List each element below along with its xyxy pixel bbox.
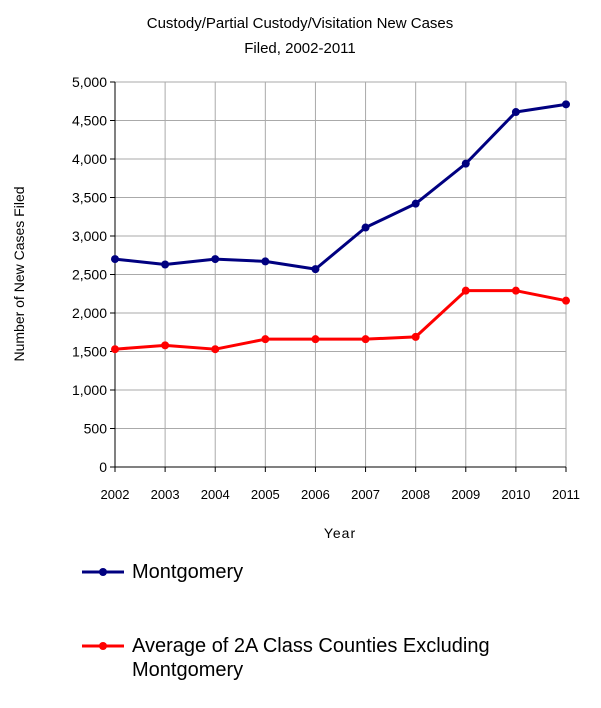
series-1-point xyxy=(311,335,320,344)
y-tick-label: 500 xyxy=(84,421,108,437)
y-axis-ticks: 0 500 1,000 1,500 2,000 2,500 3,000 3,500 4,000 4… xyxy=(72,74,115,475)
series-layer xyxy=(111,100,570,354)
series-0-point xyxy=(361,223,370,232)
x-tick-label: 2002 xyxy=(101,487,130,502)
series-1-point xyxy=(111,345,119,354)
legend-swatch-montgomery xyxy=(80,560,126,584)
y-tick-label: 5,000 xyxy=(72,74,107,90)
series-0-point xyxy=(211,255,220,264)
series-1-point xyxy=(261,335,270,344)
series-0-point xyxy=(461,159,470,168)
series-1-point xyxy=(461,286,470,295)
y-tick-label: 1,000 xyxy=(72,382,107,398)
series-1-point xyxy=(562,296,570,305)
x-tick-label: 2005 xyxy=(251,487,280,502)
series-line-1 xyxy=(114,289,567,351)
x-axis-title: Year xyxy=(324,525,356,541)
y-tick-label: 4,500 xyxy=(72,113,107,129)
series-0-point xyxy=(111,255,119,264)
series-0-point xyxy=(562,100,570,109)
y-tick-label: 0 xyxy=(99,459,107,475)
y-tick-label: 4,000 xyxy=(72,151,107,167)
x-tick-label: 2003 xyxy=(151,487,180,502)
chart-title-line-2: Filed, 2002-2011 xyxy=(244,40,355,57)
series-1-point xyxy=(361,335,370,344)
series-0-point xyxy=(311,265,320,274)
y-axis-title: Number of New Cases Filed xyxy=(11,186,27,361)
legend-label-montgomery: Montgomery xyxy=(132,561,244,583)
series-1-point xyxy=(511,286,520,295)
series-0-point xyxy=(511,108,520,117)
legend-item-montgomery: Montgomery xyxy=(80,560,590,584)
y-tick-label: 1,500 xyxy=(72,344,107,360)
series-1-point xyxy=(161,341,170,350)
legend-item-average: Average of 2A Class Counties Excluding M… xyxy=(80,634,590,682)
x-tick-label: 2004 xyxy=(201,487,230,502)
chart: Custody/Partial Custody/Visitation New C… xyxy=(11,15,580,541)
x-tick-label: 2009 xyxy=(451,487,480,502)
x-tick-label: 2008 xyxy=(401,487,430,502)
chart-title-line-1: Custody/Partial Custody/Visitation New C… xyxy=(147,15,454,32)
x-axis-ticks: 2002 2003 2004 2005 2006 2007 2008 2009 2010 2011 xyxy=(101,467,580,502)
legend-label-average: Average of 2A Class Counties Excluding M… xyxy=(132,635,490,681)
legend: Montgomery Average of 2A Class Counties … xyxy=(80,560,590,682)
x-tick-label: 2010 xyxy=(501,487,530,502)
x-tick-label: 2011 xyxy=(552,487,580,502)
series-line-0 xyxy=(114,102,567,271)
y-tick-label: 2,500 xyxy=(72,267,107,283)
legend-swatch-average xyxy=(80,634,126,658)
series-0-point xyxy=(261,257,270,266)
series-0-point xyxy=(411,199,420,208)
x-tick-label: 2007 xyxy=(351,487,380,502)
y-tick-label: 3,500 xyxy=(72,190,107,206)
y-tick-label: 2,000 xyxy=(72,305,107,321)
series-1-point xyxy=(411,332,420,341)
gridlines xyxy=(115,81,567,467)
series-0-point xyxy=(161,260,170,269)
y-tick-label: 3,000 xyxy=(72,228,107,244)
series-1-point xyxy=(211,345,220,354)
x-tick-label: 2006 xyxy=(301,487,330,502)
